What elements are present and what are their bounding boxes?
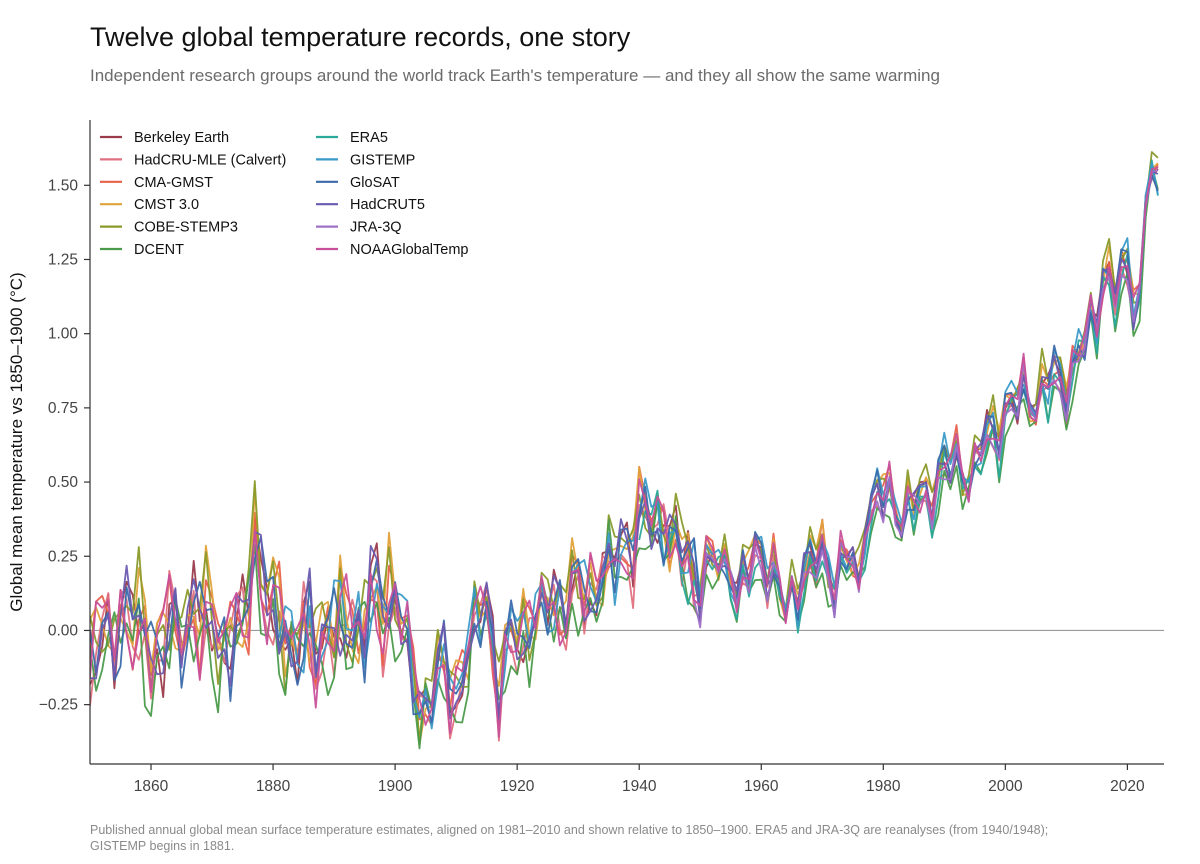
legend-item: NOAAGlobalTemp xyxy=(316,242,468,258)
y-axis-title: Global mean temperature vs 1850–1900 (°C… xyxy=(7,272,26,611)
legend-item: JRA-3Q xyxy=(316,220,402,236)
legend-item: ERA5 xyxy=(316,130,388,146)
x-tick-label: 1980 xyxy=(866,778,901,795)
series-line-hadcrut5 xyxy=(90,170,1159,722)
x-tick-label: 1860 xyxy=(134,778,169,795)
legend-item: Berkeley Earth xyxy=(100,130,229,146)
y-tick-label: −0.25 xyxy=(39,697,78,714)
x-tick-label: 1900 xyxy=(378,778,413,795)
legend-label: ERA5 xyxy=(350,130,388,146)
legend-item: CMST 3.0 xyxy=(100,197,199,213)
x-tick-label: 1880 xyxy=(256,778,291,795)
y-tick-label: 0.50 xyxy=(48,474,79,491)
y-tick-label: 1.00 xyxy=(48,326,79,343)
legend-label: GloSAT xyxy=(350,175,400,191)
y-tick-label: 0.75 xyxy=(48,400,78,417)
y-tick-label: 0.25 xyxy=(48,548,78,565)
legend-label: JRA-3Q xyxy=(350,220,402,236)
legend-item: DCENT xyxy=(100,242,184,258)
series-line-jra-3q xyxy=(687,169,1159,629)
x-tick-label: 1960 xyxy=(744,778,779,795)
legend-label: DCENT xyxy=(134,242,184,258)
legend-label: Berkeley Earth xyxy=(134,130,229,146)
series-line-noaaglobaltemp xyxy=(90,166,1159,738)
legend-item: COBE-STEMP3 xyxy=(100,220,238,236)
chart-subtitle: Independent research groups around the w… xyxy=(90,66,940,85)
legend-label: GISTEMP xyxy=(350,152,415,168)
legend-item: HadCRUT5 xyxy=(316,197,425,213)
legend-item: CMA-GMST xyxy=(100,175,213,191)
legend-item: HadCRU-MLE (Calvert) xyxy=(100,152,286,168)
x-tick-label: 1920 xyxy=(500,778,535,795)
x-tick-label: 2000 xyxy=(988,778,1023,795)
legend-label: HadCRUT5 xyxy=(350,197,425,213)
y-tick-label: 1.50 xyxy=(48,177,79,194)
x-tick-label: 1940 xyxy=(622,778,657,795)
chart-footnote: Published annual global mean surface tem… xyxy=(90,823,1049,853)
chart-title: Twelve global temperature records, one s… xyxy=(90,22,631,52)
legend-label: HadCRU-MLE (Calvert) xyxy=(134,152,286,168)
series-line-gistemp xyxy=(278,162,1159,730)
legend-item: GloSAT xyxy=(316,175,400,191)
x-tick-label: 2020 xyxy=(1110,778,1145,795)
legend-label: CMA-GMST xyxy=(134,175,213,191)
axes: 1860 1880 1900 1920 1940 1960 1980 2000 2020 −0.2… xyxy=(7,120,1164,795)
legend: Berkeley Earth HadCRU-MLE (Calvert) CMA-GM… xyxy=(100,130,468,258)
legend-item: GISTEMP xyxy=(316,152,415,168)
legend-label: NOAAGlobalTemp xyxy=(350,242,468,258)
plot-area xyxy=(90,151,1164,750)
legend-label: CMST 3.0 xyxy=(134,197,199,213)
series-line-cobe-stemp3 xyxy=(90,151,1159,742)
legend-label: COBE-STEMP3 xyxy=(134,220,238,236)
y-tick-label: 0.00 xyxy=(48,622,79,639)
y-tick-label: 1.25 xyxy=(48,251,78,268)
